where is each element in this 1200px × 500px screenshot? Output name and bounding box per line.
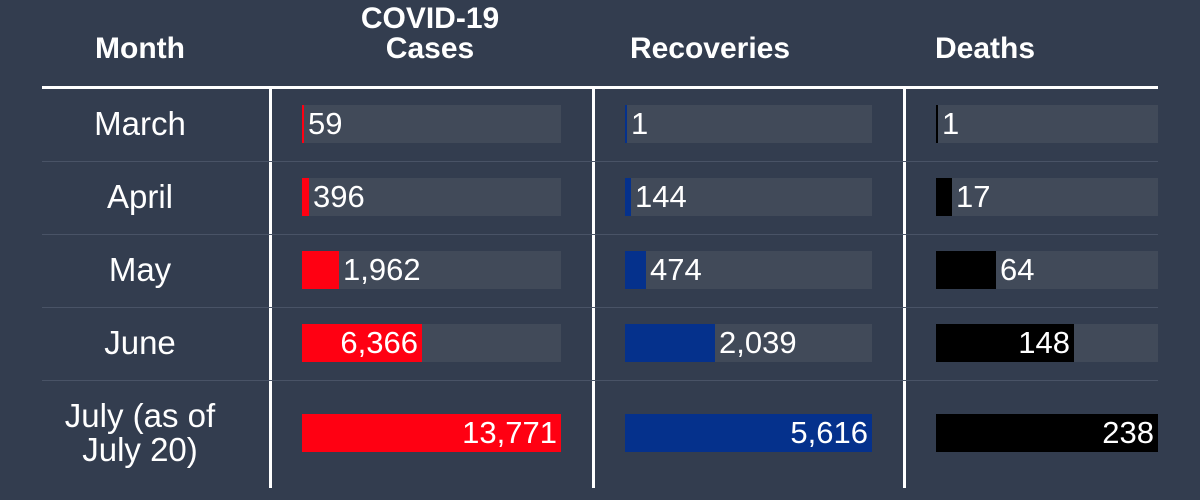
deaths-bar bbox=[936, 414, 1158, 452]
deaths-value-label: 238 bbox=[1102, 415, 1154, 450]
deaths-track bbox=[936, 178, 1158, 216]
cases-bar bbox=[302, 251, 339, 289]
header-recoveries-label: Recoveries bbox=[629, 32, 791, 65]
header-cases: COVID-19 Cases bbox=[330, 4, 530, 64]
recoveries-value-label: 1 bbox=[631, 106, 649, 141]
header-month: Month bbox=[40, 34, 240, 64]
recoveries-track bbox=[625, 178, 872, 216]
recoveries-track bbox=[625, 251, 872, 289]
deaths-value-label: 148 bbox=[1018, 325, 1070, 360]
column-divider-3 bbox=[903, 88, 906, 488]
deaths-value-label: 17 bbox=[956, 179, 991, 214]
month-label: May bbox=[108, 251, 172, 288]
deaths-track bbox=[936, 105, 1158, 143]
recoveries-bar bbox=[625, 105, 627, 143]
month-label: March bbox=[94, 105, 186, 142]
header-deaths-label: Deaths bbox=[934, 32, 1036, 65]
recoveries-bar bbox=[625, 251, 646, 289]
row-divider-1 bbox=[42, 161, 1158, 162]
deaths-bar bbox=[936, 324, 1074, 362]
month-label: April bbox=[106, 178, 174, 215]
cases-value-label: 13,771 bbox=[462, 415, 557, 450]
recoveries-bar bbox=[625, 414, 872, 452]
recoveries-value-label: 5,616 bbox=[790, 415, 868, 450]
cases-value-label: 6,366 bbox=[340, 325, 418, 360]
recoveries-bar bbox=[625, 178, 631, 216]
recoveries-value-label: 2,039 bbox=[719, 325, 797, 360]
month-label: June bbox=[104, 324, 176, 361]
cases-track bbox=[302, 178, 561, 216]
cases-value-label: 59 bbox=[308, 106, 343, 141]
recoveries-value-label: 474 bbox=[650, 252, 702, 287]
cases-bar bbox=[302, 324, 422, 362]
recoveries-bar bbox=[625, 324, 715, 362]
cases-track bbox=[302, 251, 561, 289]
row-divider-3 bbox=[42, 307, 1158, 308]
month-label: July (as of July 20) bbox=[42, 399, 238, 467]
cases-value-label: 1,962 bbox=[343, 252, 421, 287]
deaths-value-label: 64 bbox=[1000, 252, 1035, 287]
column-divider-1 bbox=[269, 88, 272, 488]
recoveries-track bbox=[625, 105, 872, 143]
row-divider-4 bbox=[42, 380, 1158, 381]
cases-bar bbox=[302, 105, 304, 143]
cases-bar bbox=[302, 414, 561, 452]
header-rule bbox=[42, 86, 1158, 89]
cases-value-label: 396 bbox=[313, 179, 365, 214]
column-divider-2 bbox=[592, 88, 595, 488]
month-label-line1: July (as of bbox=[64, 397, 216, 434]
deaths-value-label: 1 bbox=[942, 106, 960, 141]
deaths-bar bbox=[936, 178, 952, 216]
deaths-bar bbox=[936, 251, 996, 289]
month-label-line2: July 20) bbox=[82, 431, 198, 468]
header-month-label: Month bbox=[95, 32, 185, 65]
header-cases-line2: Cases bbox=[385, 32, 475, 65]
recoveries-value-label: 144 bbox=[635, 179, 687, 214]
cases-bar bbox=[302, 178, 309, 216]
header-recoveries: Recoveries bbox=[610, 34, 810, 64]
header-deaths: Deaths bbox=[910, 34, 1060, 64]
cases-track bbox=[302, 105, 561, 143]
row-divider-2 bbox=[42, 234, 1158, 235]
header-cases-line1: COVID-19 bbox=[360, 2, 500, 35]
deaths-bar bbox=[936, 105, 938, 143]
